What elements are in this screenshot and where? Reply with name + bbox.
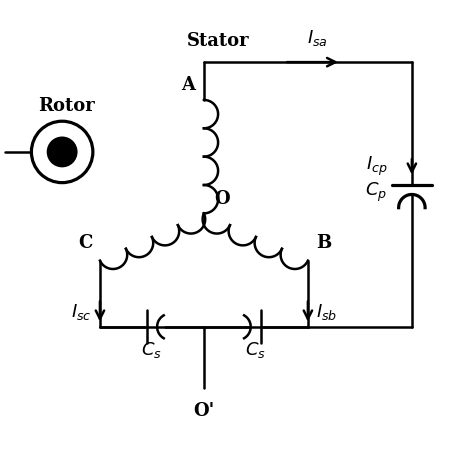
Text: $C_p$: $C_p$ (365, 181, 387, 204)
Circle shape (48, 138, 76, 166)
Text: A: A (182, 76, 195, 94)
Text: B: B (317, 234, 332, 252)
Text: Rotor: Rotor (38, 97, 95, 115)
Text: O: O (214, 190, 230, 208)
Text: O': O' (193, 402, 215, 420)
Text: $I_{sa}$: $I_{sa}$ (307, 28, 328, 48)
Text: $C_s$: $C_s$ (246, 340, 266, 360)
Text: C: C (79, 234, 93, 252)
Text: $I_{sb}$: $I_{sb}$ (317, 301, 337, 322)
Text: $I_{sc}$: $I_{sc}$ (71, 301, 91, 322)
Text: $C_s$: $C_s$ (142, 340, 163, 360)
Text: $I_{cp}$: $I_{cp}$ (365, 155, 387, 178)
Text: Stator: Stator (187, 32, 249, 50)
